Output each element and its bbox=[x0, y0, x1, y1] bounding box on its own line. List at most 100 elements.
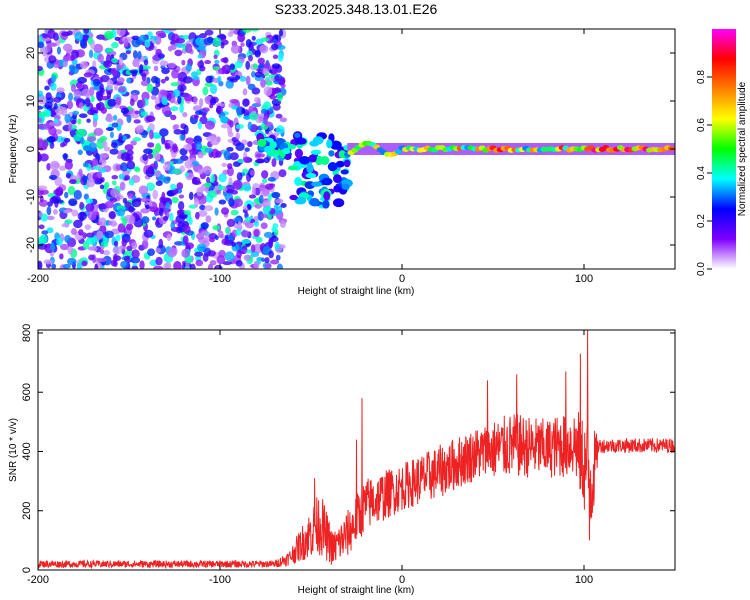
heatmap-cell bbox=[333, 174, 342, 184]
heatmap-cell bbox=[99, 95, 110, 101]
heatmap-cell bbox=[212, 66, 220, 71]
heatmap-cell bbox=[159, 128, 169, 137]
heatmap-cell bbox=[200, 230, 209, 236]
heatmap-cell bbox=[263, 101, 272, 110]
heatmap-cell bbox=[284, 153, 292, 161]
heatmap-cell bbox=[205, 75, 214, 84]
heatmap-cell bbox=[259, 44, 269, 54]
heatmap-cell bbox=[83, 193, 89, 200]
heatmap-cell bbox=[141, 216, 150, 224]
heatmap-cell bbox=[242, 156, 251, 163]
heatmap-cell bbox=[264, 257, 270, 264]
heatmap-cell bbox=[105, 127, 115, 132]
heatmap-cell bbox=[177, 95, 182, 105]
heatmap-cell bbox=[65, 172, 72, 179]
heatmap-cell bbox=[123, 174, 131, 181]
heatmap-cell bbox=[173, 168, 182, 175]
y-tick-label: 20 bbox=[25, 47, 37, 59]
heatmap-cell bbox=[285, 143, 297, 150]
heatmap-cell bbox=[183, 93, 193, 102]
heatmap-cell bbox=[66, 100, 74, 110]
spectrogram-heatmap bbox=[38, 29, 675, 269]
heatmap-cell bbox=[74, 31, 84, 42]
heatmap-cell bbox=[102, 255, 112, 266]
heatmap-cell bbox=[53, 102, 58, 110]
heatmap-cell bbox=[68, 179, 77, 185]
heatmap-cell bbox=[229, 63, 236, 70]
heatmap-cell bbox=[173, 158, 184, 164]
colorbar-tick-label: 0.6 bbox=[696, 118, 707, 132]
heatmap-cell bbox=[99, 135, 108, 142]
heatmap-cell bbox=[173, 261, 182, 269]
heatmap-cell bbox=[106, 90, 112, 100]
heatmap-cell bbox=[249, 112, 259, 121]
heatmap-cell bbox=[120, 152, 130, 162]
heatmap-cell bbox=[229, 152, 239, 161]
heatmap-cell bbox=[245, 38, 252, 48]
heatmap-cell bbox=[111, 122, 119, 128]
heatmap-cell bbox=[38, 65, 43, 72]
heatmap-cell bbox=[199, 42, 206, 51]
heatmap-cell bbox=[118, 173, 125, 180]
heatmap-cell bbox=[103, 249, 110, 256]
heatmap-cell bbox=[271, 158, 277, 168]
heatmap-cell bbox=[99, 249, 105, 255]
heatmap-cell bbox=[93, 43, 104, 54]
heatmap-cell bbox=[152, 189, 158, 200]
heatmap-cell bbox=[244, 216, 252, 223]
heatmap-cell bbox=[214, 235, 219, 240]
heatmap-cell bbox=[260, 222, 268, 230]
heatmap-cell bbox=[64, 191, 69, 199]
heatmap-cell bbox=[260, 213, 270, 218]
heatmap-cell bbox=[199, 204, 206, 211]
heatmap-cell bbox=[94, 263, 99, 269]
heatmap-cell bbox=[321, 177, 333, 186]
heatmap-cell bbox=[44, 85, 50, 91]
heatmap-cell bbox=[122, 197, 128, 204]
heatmap-cell bbox=[145, 204, 150, 209]
heatmap-cell bbox=[185, 137, 195, 144]
heatmap-cell bbox=[202, 165, 212, 175]
heatmap-cell bbox=[170, 106, 179, 112]
heatmap-cell bbox=[38, 243, 48, 250]
heatmap-cell bbox=[268, 239, 274, 248]
heatmap-cell bbox=[236, 106, 242, 116]
heatmap-cell bbox=[243, 115, 251, 120]
heatmap-cell bbox=[196, 187, 204, 197]
heatmap-cell bbox=[120, 162, 128, 172]
heatmap-cell bbox=[254, 203, 262, 209]
heatmap-cell bbox=[48, 174, 58, 180]
heatmap-cell bbox=[203, 182, 212, 188]
heatmap-cell bbox=[277, 52, 284, 62]
heatmap-cell bbox=[194, 211, 200, 220]
heatmap-cell bbox=[150, 94, 157, 100]
heatmap-cell bbox=[341, 183, 350, 190]
heatmap-cell bbox=[68, 92, 74, 102]
heatmap-cell bbox=[226, 146, 234, 152]
heatmap-cell bbox=[172, 143, 178, 153]
y-tick-label: 200 bbox=[21, 502, 33, 520]
heatmap-cell bbox=[197, 151, 204, 159]
heatmap-cell bbox=[123, 37, 129, 48]
heatmap-cell bbox=[195, 141, 203, 151]
heatmap-cell bbox=[227, 166, 234, 177]
heatmap-cell bbox=[46, 162, 51, 171]
spectrogram-ylabel: Frequency (Hz) bbox=[8, 115, 19, 184]
heatmap-cell bbox=[56, 87, 65, 93]
heatmap-cell bbox=[154, 170, 162, 177]
heatmap-cell bbox=[294, 148, 304, 158]
heatmap-cell bbox=[245, 60, 251, 70]
heatmap-cell bbox=[77, 118, 82, 125]
y-tick-label: 0 bbox=[25, 146, 37, 152]
heatmap-cell bbox=[129, 69, 139, 74]
heatmap-cell bbox=[38, 41, 45, 49]
heatmap-cell bbox=[126, 160, 136, 170]
heatmap-cell bbox=[206, 176, 211, 184]
heatmap-cell bbox=[147, 142, 155, 148]
heatmap-cell bbox=[88, 141, 97, 152]
x-tick-label: 0 bbox=[399, 273, 405, 285]
heatmap-cell bbox=[218, 199, 227, 205]
heatmap-cell bbox=[232, 180, 243, 190]
heatmap-cell bbox=[170, 82, 180, 87]
